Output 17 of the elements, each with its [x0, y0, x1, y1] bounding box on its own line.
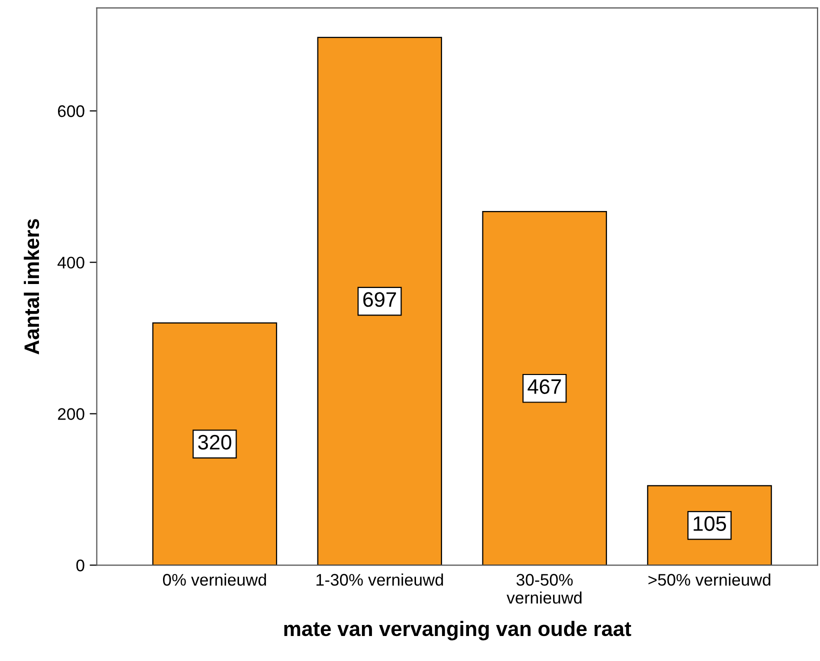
- data-label: 697: [363, 292, 396, 307]
- x-tick-label: 0% vernieuwd: [163, 573, 266, 586]
- y-tick-label: 400: [58, 256, 84, 269]
- x-tick-label: 30-50% vernieuwd: [506, 574, 582, 604]
- x-axis-title: mate van vervanging van oude raat: [284, 620, 632, 640]
- y-axis-title: Aantal imkers: [24, 219, 40, 354]
- y-tick-label: 0: [76, 560, 84, 572]
- data-label: 320: [198, 434, 232, 450]
- y-tick-label: 600: [58, 105, 84, 118]
- bar: [482, 211, 607, 566]
- y-tick-label: 200: [58, 408, 84, 420]
- x-tick-label: 1-30% vernieuwd: [316, 573, 443, 586]
- data-label: 105: [694, 516, 726, 531]
- bar: [152, 322, 278, 566]
- data-label: 467: [528, 379, 561, 394]
- bar: [317, 36, 442, 566]
- x-tick-label: >50% vernieuwd: [648, 573, 770, 586]
